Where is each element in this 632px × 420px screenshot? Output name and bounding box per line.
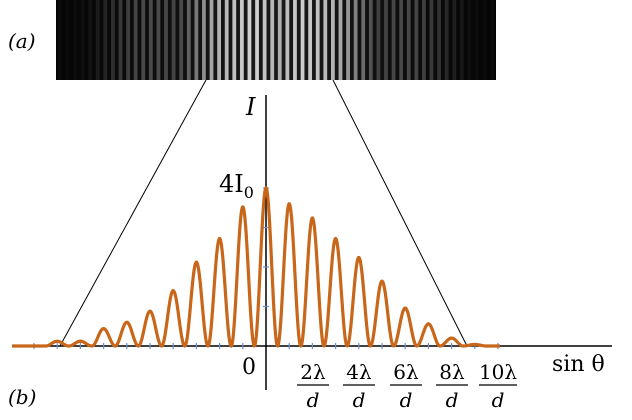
peak-point <box>125 320 129 324</box>
peak-point <box>287 202 291 206</box>
y-peak-label-base: 4I <box>219 170 244 198</box>
x-tick-label-10-den: d <box>492 388 505 412</box>
peak-point <box>241 205 245 209</box>
y-peak-label: 4I0 <box>219 170 254 202</box>
x-tick-label-6-num: 6λ <box>393 360 419 384</box>
peak-point <box>194 260 198 264</box>
peak-point <box>78 339 82 343</box>
peak-point <box>310 216 314 220</box>
peak-point <box>426 322 430 326</box>
x-tick-label-2: 2λ d <box>297 360 329 412</box>
x-tick-label-8: 8λ d <box>436 360 468 412</box>
panel-b-label: (b) <box>8 385 36 409</box>
x-tick-label-2-den: d <box>307 388 320 412</box>
x-tick-label-2-num: 2λ <box>300 360 326 384</box>
peak-point <box>148 309 152 313</box>
peak-point <box>218 236 222 241</box>
y-tick-marks <box>263 187 269 308</box>
y-peak-label-sub: 0 <box>244 183 254 202</box>
projection-line-left <box>59 79 207 347</box>
peak-point <box>264 186 268 190</box>
x-tick-label-4-den: d <box>353 388 366 412</box>
x-tick-label-10-num: 10λ <box>479 360 517 384</box>
peak-point <box>334 236 338 241</box>
x-tick-label-4-num: 4λ <box>346 360 372 384</box>
peak-point <box>357 255 361 260</box>
peak-point <box>450 336 454 340</box>
origin-label: 0 <box>242 355 256 380</box>
x-tick-label-8-den: d <box>446 388 459 412</box>
y-axis-label: I <box>245 93 256 121</box>
peak-point <box>171 289 175 293</box>
x-tick-label-6-den: d <box>400 388 413 412</box>
peak-point <box>102 327 106 331</box>
intensity-graph <box>12 95 612 390</box>
projection-line-right <box>332 79 468 347</box>
peak-point <box>473 342 477 347</box>
x-axis-label: sin θ <box>552 352 605 377</box>
fringe-photo-vignette <box>56 0 496 80</box>
peak-point <box>380 279 384 283</box>
peak-point <box>403 306 407 310</box>
x-tick-label-10: 10λ d <box>479 360 517 412</box>
panel-a-label: (a) <box>8 29 36 53</box>
x-tick-label-6: 6λ d <box>390 360 422 412</box>
fringe-photo <box>56 0 496 80</box>
x-tick-label-4: 4λ d <box>343 360 375 412</box>
x-tick-label-8-num: 8λ <box>439 360 465 384</box>
peak-markers <box>78 186 477 347</box>
